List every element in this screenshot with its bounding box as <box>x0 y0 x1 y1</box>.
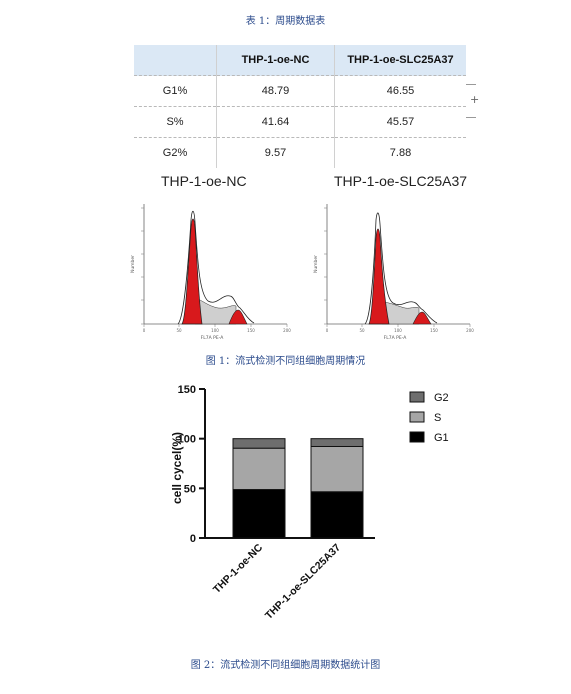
chart-y-tick-label: 0 <box>190 533 196 545</box>
svg-text:150: 150 <box>247 328 255 333</box>
chart-y-tick-label: 50 <box>184 483 196 495</box>
histogram-tick-labels: 0 50 100 150 200 <box>326 328 475 333</box>
histogram-g1-peak <box>181 218 203 325</box>
histogram-xlabel: FL7A PE-A <box>384 335 408 341</box>
table-header-nc: THP-1-oe-NC <box>216 45 335 76</box>
table-header-blank <box>134 45 217 76</box>
svg-text:100: 100 <box>211 328 219 333</box>
bar-segment-g2 <box>310 438 364 447</box>
histogram-xlabel: FL7A PE-A <box>201 335 225 341</box>
cell-slc: 46.55 <box>334 75 466 107</box>
table-row: S% 41.64 45.57 <box>134 106 466 138</box>
histogram-axes <box>143 204 287 325</box>
histogram-g2-peak <box>228 309 248 325</box>
histogram-ticks <box>141 207 288 327</box>
histogram-g2-peak <box>412 311 432 325</box>
table-resize-mark <box>466 84 476 85</box>
histogram-s-phase <box>194 297 237 325</box>
table-add-icon[interactable]: + <box>470 93 480 106</box>
table-resize-mark <box>466 117 476 118</box>
chart-bars <box>232 438 364 539</box>
flow-histogram-slc: 0 50 100 150 200 FL7A PE-A Number <box>313 204 475 341</box>
table-row: G2% 9.57 7.88 <box>134 137 466 168</box>
legend-swatch-g2 <box>409 391 425 403</box>
legend-swatch-s <box>409 411 425 423</box>
row-label: G1% <box>134 75 217 107</box>
svg-text:0: 0 <box>326 328 329 333</box>
legend-label: S <box>434 412 441 424</box>
chart-category-label: THP-1-oe-SLC25A37 <box>263 542 343 622</box>
table-header-slc: THP-1-oe-SLC25A37 <box>334 45 466 76</box>
svg-text:50: 50 <box>176 328 182 333</box>
chart-y-tick-label: 100 <box>178 434 196 446</box>
histogram-ylabel: Number <box>313 255 319 273</box>
bar-segment-s <box>310 445 364 493</box>
cell-cycle-table: THP-1-oe-NC THP-1-oe-SLC25A37 G1% 48.79 … <box>134 45 466 168</box>
cell-nc: 48.79 <box>216 75 335 107</box>
chart-category-label: THP-1-oe-NC <box>211 541 266 596</box>
chart-y-ticks: 0 50 100 150 <box>178 384 205 545</box>
bar-segment-g1 <box>232 489 286 539</box>
svg-text:100: 100 <box>394 328 402 333</box>
svg-text:200: 200 <box>466 328 474 333</box>
chart-legend: G2 S G1 <box>409 391 449 444</box>
svg-text:150: 150 <box>430 328 438 333</box>
histogram-g1-peak <box>368 228 390 325</box>
table-caption: 表 1：周期数据表 <box>245 16 326 27</box>
chart-ylabel: cell cycel(%) <box>170 432 184 504</box>
table-row: G1% 48.79 46.55 <box>134 75 466 107</box>
figure2-caption: 图 2：流式检测不同组细胞周期数据统计图 <box>190 660 381 671</box>
cell-slc: 45.57 <box>334 106 466 138</box>
bar-segment-g1 <box>310 491 364 539</box>
flow-panel-title-nc: THP-1-oe-NC <box>161 173 247 189</box>
chart-y-tick-label: 150 <box>178 384 196 396</box>
legend-label: G2 <box>434 392 449 404</box>
bar-segment-g2 <box>232 438 286 449</box>
flow-panel-title-slc: THP-1-oe-SLC25A37 <box>334 173 468 189</box>
cell-nc: 9.57 <box>216 137 335 168</box>
row-label: G2% <box>134 137 217 168</box>
table-header-row: THP-1-oe-NC THP-1-oe-SLC25A37 <box>134 45 466 76</box>
figure1-caption: 图 1：流式检测不同组细胞周期情况 <box>205 356 366 367</box>
flow-histogram-nc: 0 50 100 150 200 FL7A PE-A Number <box>130 204 292 341</box>
cell-nc: 41.64 <box>216 106 335 138</box>
svg-text:200: 200 <box>283 328 291 333</box>
histogram-ylabel: Number <box>130 255 136 273</box>
bar-segment-s <box>232 447 286 491</box>
histogram-s-phase <box>381 301 420 325</box>
cell-slc: 7.88 <box>334 137 466 168</box>
histogram-ticks <box>324 207 471 327</box>
row-label: S% <box>134 106 217 138</box>
legend-label: G1 <box>434 432 449 444</box>
histogram-tick-labels: 0 50 100 150 200 <box>143 328 292 333</box>
legend-swatch-g1 <box>409 431 425 443</box>
svg-text:50: 50 <box>359 328 365 333</box>
histogram-envelope <box>177 210 255 325</box>
histogram-envelope <box>364 212 438 325</box>
svg-text:0: 0 <box>143 328 146 333</box>
